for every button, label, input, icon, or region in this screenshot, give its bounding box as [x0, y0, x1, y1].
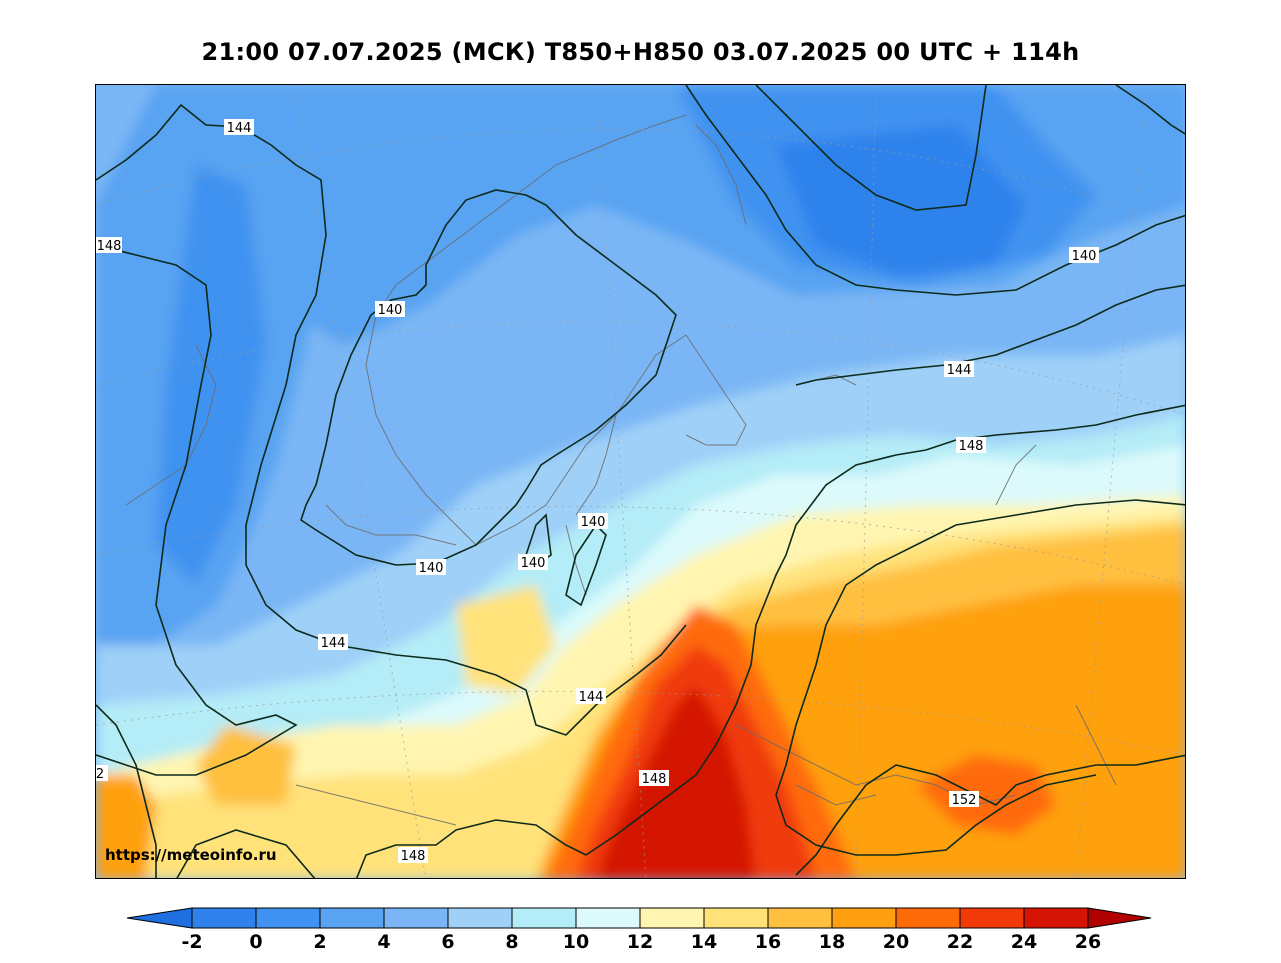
colorbar-tick-label: 14 [690, 931, 718, 953]
contour-label: 140 [1069, 247, 1099, 264]
svg-text:140: 140 [1072, 249, 1097, 264]
contour-label: 152 [949, 791, 979, 808]
colorbar-cell [703, 907, 769, 929]
svg-text:144: 144 [227, 121, 252, 136]
colorbar-cell [447, 907, 513, 929]
contour-labels: 144 148 140 140 140 140 140 144 148 144 … [96, 119, 1099, 864]
colorbar-tick-label: 6 [441, 931, 455, 953]
colorbar-cell [255, 907, 321, 929]
contour-label: 144 [944, 361, 974, 378]
colorbar-tick-label: 26 [1074, 931, 1102, 953]
contour-label: 148 [639, 770, 669, 787]
colorbar-extend-high [1087, 907, 1152, 929]
colorbar-cell [639, 907, 705, 929]
colorbar-cell [831, 907, 897, 929]
colorbar-tick-label: -2 [181, 931, 203, 953]
colorbar-cell [511, 907, 577, 929]
svg-text:140: 140 [581, 515, 606, 530]
colorbar-tick-label: 8 [505, 931, 519, 953]
colorbar-tick-label: 18 [818, 931, 846, 953]
contour-label: 140 [578, 513, 608, 530]
colorbar-tick-label: 10 [562, 931, 590, 953]
svg-text:140: 140 [419, 561, 444, 576]
svg-text:152: 152 [952, 793, 977, 808]
colorbar-tick-label: 20 [882, 931, 910, 953]
contour-label: 148 [96, 237, 122, 254]
colorbar [126, 907, 1152, 929]
colorbar-extend-low [126, 907, 193, 929]
svg-text:140: 140 [378, 303, 403, 318]
colorbar-tick-label: 2 [313, 931, 327, 953]
svg-text:148: 148 [642, 772, 667, 787]
svg-text:148: 148 [959, 439, 984, 454]
svg-text:2: 2 [96, 767, 104, 782]
watermark-url[interactable]: https://meteoinfo.ru [105, 846, 277, 864]
colorbar-cell [191, 907, 257, 929]
colorbar-tick-label: 0 [249, 931, 263, 953]
svg-text:144: 144 [947, 363, 972, 378]
colorbar-cell [959, 907, 1025, 929]
colorbar-cell [895, 907, 961, 929]
contour-label: 148 [956, 437, 986, 454]
weather-map: 144 148 140 140 140 140 140 144 148 144 … [95, 84, 1186, 879]
contour-label: 140 [518, 554, 548, 571]
contour-label: 2 [96, 765, 108, 782]
svg-text:140: 140 [521, 556, 546, 571]
contour-label: 148 [398, 847, 428, 864]
svg-text:144: 144 [321, 636, 346, 651]
colorbar-cell [383, 907, 449, 929]
svg-text:148: 148 [401, 849, 426, 864]
svg-text:144: 144 [579, 690, 604, 705]
contour-label: 144 [318, 634, 348, 651]
colorbar-tick-label: 22 [946, 931, 974, 953]
colorbar-tick-label: 16 [754, 931, 782, 953]
contour-label: 144 [576, 688, 606, 705]
colorbar-cell [575, 907, 641, 929]
temperature-field: 144 148 140 140 140 140 140 144 148 144 … [96, 85, 1185, 878]
map-title: 21:00 07.07.2025 (МСК) T850+H850 03.07.2… [201, 38, 1080, 66]
contour-label: 144 [224, 119, 254, 136]
svg-text:148: 148 [97, 239, 122, 254]
contour-label: 140 [416, 559, 446, 576]
colorbar-cell [319, 907, 385, 929]
contour-label: 140 [375, 301, 405, 318]
colorbar-tick-label: 12 [626, 931, 654, 953]
colorbar-cell [767, 907, 833, 929]
colorbar-tick-label: 24 [1010, 931, 1038, 953]
colorbar-cell [1023, 907, 1089, 929]
colorbar-tick-label: 4 [377, 931, 391, 953]
